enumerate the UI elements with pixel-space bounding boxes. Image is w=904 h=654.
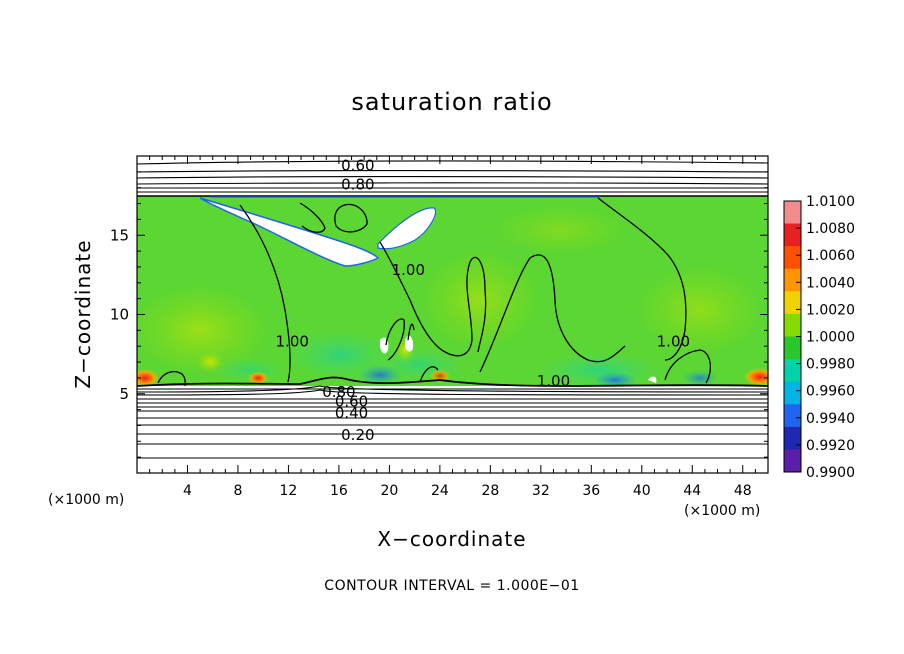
colorbar-label: 1.0040 <box>806 275 855 291</box>
colorbar-label: 1.0060 <box>806 248 855 264</box>
contour-label: 0.80 <box>322 383 355 401</box>
colorbar-label: 0.9980 <box>806 357 855 373</box>
svg-text:0.80: 0.80 <box>322 383 355 401</box>
colorbar-label: 1.0020 <box>806 302 855 318</box>
x-tick-label: 36 <box>582 483 600 499</box>
colorbar-label: 0.9940 <box>806 411 855 427</box>
colorbar-label: 1.0100 <box>806 194 855 210</box>
x-tick-label: 24 <box>431 483 449 499</box>
y-tick-label: 10 <box>110 306 129 324</box>
x-tick-label: 44 <box>683 483 701 499</box>
colorbar-swatch <box>784 246 801 270</box>
y-tick-label: 15 <box>110 226 129 244</box>
y-tick-label: 5 <box>119 385 129 403</box>
axis-ticks <box>137 156 768 473</box>
x-tick-label: 32 <box>532 483 550 499</box>
saturation-field <box>137 160 768 459</box>
colorbar-label: 0.9920 <box>806 438 855 454</box>
colorbar-swatch <box>784 291 801 315</box>
svg-text:1.00: 1.00 <box>276 332 309 350</box>
colorbar-swatch <box>784 359 801 383</box>
contour-interval-note: CONTOUR INTERVAL = 1.000E−01 <box>324 578 580 594</box>
svg-text:0.60: 0.60 <box>341 157 374 175</box>
contour-label: 0.80 <box>341 176 374 194</box>
contour-label: 0.60 <box>335 393 368 411</box>
colorbar-swatch <box>784 336 801 360</box>
x-tick-label: 8 <box>233 483 242 499</box>
colorbar-swatch <box>784 313 801 337</box>
contour-label: 1.00 <box>276 332 309 350</box>
colorbar-label: 1.0000 <box>806 330 855 346</box>
contour-lines-1.00 <box>157 197 711 387</box>
colorbar-swatch <box>784 381 801 405</box>
z-unit-label: (×1000 m) <box>48 492 125 508</box>
x-tick-labels: 4 8 12 16 20 24 28 32 36 40 44 48 <box>183 483 752 499</box>
colorbar-swatch <box>784 223 801 247</box>
contour-label: 0.60 <box>341 157 374 175</box>
x-unit-label: (×1000 m) <box>684 503 761 519</box>
colorbar-swatch <box>784 201 801 225</box>
contour-label: 0.40 <box>335 404 368 422</box>
contour-label: 1.00 <box>537 372 570 390</box>
svg-text:0.40: 0.40 <box>335 404 368 422</box>
svg-text:0.20: 0.20 <box>341 426 374 444</box>
svg-text:1.00: 1.00 <box>392 261 425 279</box>
contour-label: 1.00 <box>657 332 690 350</box>
x-tick-label: 28 <box>481 483 499 499</box>
colorbar-label: 0.9960 <box>806 384 855 400</box>
chart-title: saturation ratio <box>351 88 553 116</box>
x-tick-label: 40 <box>633 483 651 499</box>
colorbar-swatch <box>784 268 801 292</box>
x-tick-label: 48 <box>734 483 752 499</box>
x-tick-label: 4 <box>183 483 192 499</box>
colorbar-swatch <box>784 404 801 428</box>
contour-labels: 0.600.801.001.00 1.001.000.800.600.400.20 <box>276 157 691 444</box>
colorbar-swatch <box>784 426 801 450</box>
x-tick-label: 20 <box>380 483 398 499</box>
contour-label: 0.20 <box>341 426 374 444</box>
lower-contours <box>137 385 768 459</box>
colorbar: 1.0100 1.0080 1.0060 1.0040 1.0020 1.0000 0.99… <box>783 194 855 481</box>
x-axis-label: X−coordinate <box>377 527 527 551</box>
upper-contours <box>137 160 768 193</box>
x-tick-label: 16 <box>330 483 348 499</box>
colorbar-swatch <box>784 449 801 473</box>
y-tick-labels: 5 10 15 <box>110 226 129 403</box>
colorbar-label: 1.0080 <box>806 221 855 237</box>
x-tick-label: 12 <box>280 483 298 499</box>
svg-text:1.00: 1.00 <box>537 372 570 390</box>
colorbar-label: 0.9900 <box>806 465 855 481</box>
svg-text:1.00: 1.00 <box>657 332 690 350</box>
svg-text:0.60: 0.60 <box>335 393 368 411</box>
svg-text:0.80: 0.80 <box>341 176 374 194</box>
contour-label: 1.00 <box>392 261 425 279</box>
